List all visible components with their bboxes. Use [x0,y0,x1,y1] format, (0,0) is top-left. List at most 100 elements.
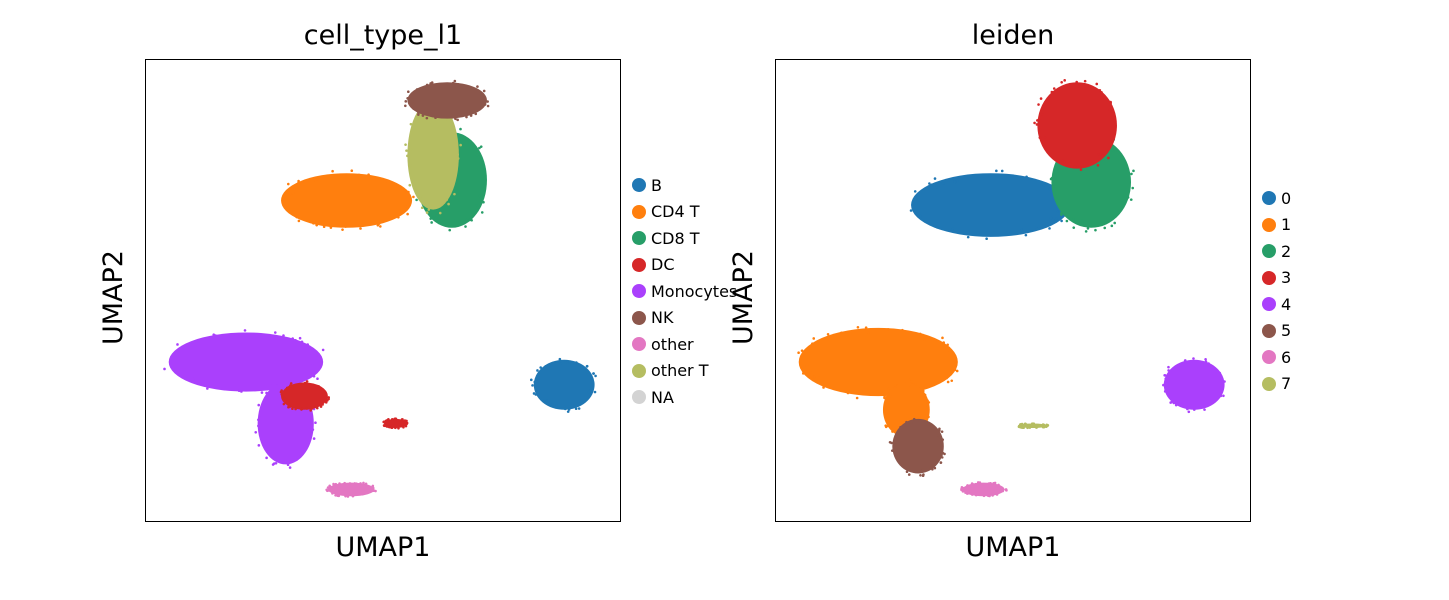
data-point [887,387,891,390]
data-point [1186,407,1189,411]
data-point [1166,390,1170,393]
data-point [303,346,307,349]
data-point [592,372,595,375]
data-point [955,369,959,373]
data-point [260,391,264,394]
data-point [257,444,261,447]
y-axis-label: UMAP2 [728,250,759,345]
legend-swatch [632,363,646,378]
data-point [439,219,443,223]
plot-title: leiden [971,20,1055,51]
data-point [288,466,292,469]
data-point [1208,365,1212,369]
data-point [1038,136,1042,139]
data-point [1172,368,1175,372]
data-point [925,413,928,417]
data-point [413,126,417,130]
data-point [434,206,437,209]
cluster-6 [960,481,1008,498]
data-point [298,336,302,340]
data-point [966,484,969,488]
data-point [362,481,365,485]
data-point [577,407,581,410]
data-point [585,364,589,368]
data-point [1187,410,1191,414]
legend-label: 1 [1281,215,1292,234]
data-point [1162,383,1165,387]
data-point [1174,366,1178,370]
data-point [194,342,197,345]
data-point [536,369,539,372]
data-point [1192,408,1196,411]
data-point [359,482,362,485]
data-point [407,90,410,94]
legend-swatch [1262,376,1276,391]
legend-swatch [1262,350,1276,364]
data-point [418,195,422,198]
data-point [976,231,980,235]
legend-label: CD8 T [651,228,700,248]
cluster-point-cloud [911,173,1071,237]
legend-item: B [632,174,662,196]
data-point [939,461,943,464]
data-point [1110,110,1114,114]
data-point [289,382,293,385]
data-point [297,181,300,184]
data-point [894,442,897,446]
legend-label: 2 [1281,241,1292,261]
data-point [310,407,314,410]
data-point [1126,196,1130,199]
data-point [1176,401,1180,404]
data-point [893,383,897,387]
data-point [260,416,263,419]
data-point [406,212,409,216]
legend-item: other T [632,360,708,382]
cluster-b [529,357,597,413]
data-point [1065,219,1069,223]
data-point [436,115,440,118]
data-point [319,405,323,408]
data-point [928,182,931,185]
data-point [476,85,479,88]
data-point [176,343,179,346]
data-point [459,143,462,147]
data-point [907,378,911,382]
data-point [289,384,292,387]
data-point [1054,182,1058,186]
data-point [884,424,888,427]
data-point [924,337,928,341]
data-point [940,456,944,459]
data-point [938,427,941,431]
cluster-point-cloud [1163,359,1225,410]
data-point [435,83,439,86]
data-point [964,491,967,494]
data-point [453,135,456,139]
data-point [953,368,957,372]
legend-swatch [632,231,646,245]
cluster-point-cloud [798,327,958,397]
data-point [323,398,327,402]
cluster-point-cloud [962,482,1005,497]
data-point [179,367,182,370]
legend-item: 2 [1262,240,1291,262]
cluster-nk [404,79,490,122]
data-point [341,228,344,231]
data-point [449,188,453,191]
data-point [918,332,922,336]
data-point [482,89,486,93]
data-point [1223,380,1226,383]
data-point [1032,422,1036,425]
data-point [529,378,533,382]
data-point [921,474,925,478]
data-point [938,435,942,439]
data-point [545,399,548,402]
data-point [292,455,296,458]
data-point [379,225,382,228]
data-point [566,410,570,413]
data-point [593,390,597,394]
data-point [469,87,473,90]
data-point [1204,357,1207,361]
data-point [985,237,988,240]
data-point [1022,426,1025,430]
data-point [427,208,431,211]
